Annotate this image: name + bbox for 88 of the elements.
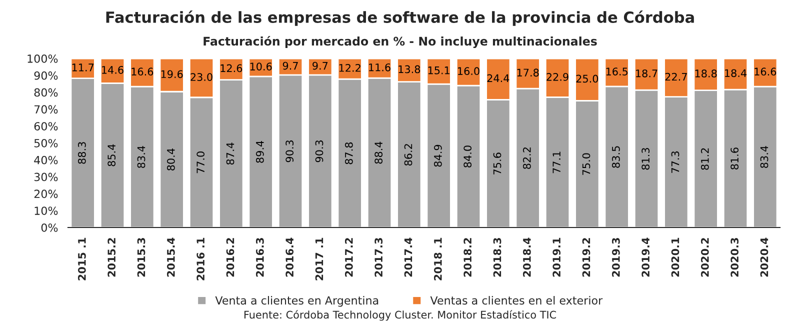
x-tick-label: 2017.3 — [374, 238, 383, 277]
data-label: 88.4 — [374, 142, 383, 164]
data-label: 16.0 — [458, 67, 480, 76]
x-tick-label: 2017.4 — [404, 238, 412, 277]
x-tick-label: 2020.2 — [700, 238, 709, 277]
data-label: 12.2 — [339, 64, 360, 72]
data-label: 89.4 — [256, 140, 264, 163]
data-label: 23.0 — [190, 73, 212, 81]
data-label: 11.6 — [369, 63, 390, 72]
data-label: 83.5 — [612, 146, 620, 168]
chart-title: Facturación de las empresas de software de la provincia de Córdoba — [106, 10, 694, 26]
x-tick-label: 2016 .1 — [196, 238, 205, 280]
x-tick-label: 2015.4 — [166, 238, 175, 277]
data-label: 84.0 — [464, 146, 472, 168]
data-label: 84.9 — [434, 144, 442, 167]
data-label: 15.1 — [428, 66, 450, 74]
data-label: 75.6 — [493, 152, 502, 174]
y-tick-label: 40% — [34, 156, 58, 164]
data-label: 24.4 — [487, 74, 510, 82]
x-tick-label: 2017 .1 — [315, 238, 324, 280]
x-tick-label: 2020.4 — [760, 238, 768, 277]
data-label: 9.7 — [282, 62, 298, 70]
y-tick-label: 50% — [34, 138, 58, 148]
data-label: 82.2 — [522, 147, 531, 169]
x-tick-label: 2020.3 — [730, 238, 739, 277]
data-label: 16.5 — [606, 68, 628, 76]
data-label: 83.4 — [137, 146, 146, 168]
chart-subtitle: Facturación por mercado en % - No incluye multinacionales — [204, 36, 597, 48]
legend-label: Venta a clientes en Argentina — [215, 296, 378, 307]
x-tick-label: 2018.3 — [493, 238, 502, 277]
y-tick-label: 90% — [34, 71, 58, 80]
y-tick-label: 100% — [28, 54, 58, 63]
data-label: 75.0 — [582, 153, 590, 175]
data-label: 77.0 — [196, 152, 205, 174]
y-tick-label: 60% — [34, 122, 58, 130]
x-tick-label: 2016.3 — [256, 238, 264, 277]
data-label: 86.2 — [404, 144, 412, 166]
data-label: 77.1 — [552, 152, 560, 174]
data-label: 25.0 — [576, 74, 598, 83]
data-label: 22.7 — [665, 72, 687, 81]
data-label: 80.4 — [166, 148, 175, 170]
data-label: 81.3 — [642, 148, 650, 170]
source-note: Fuente: Córdoba Technology Cluster. Monitor Estadístico TIC — [244, 310, 556, 321]
y-tick-label: 0% — [41, 223, 58, 232]
y-tick-label: 80% — [34, 88, 58, 97]
x-tick-label: 2018 .1 — [434, 238, 442, 280]
data-label: 81.6 — [730, 148, 739, 170]
data-label: 90.3 — [286, 140, 294, 162]
y-tick-label: 30% — [34, 172, 58, 182]
data-label: 18.8 — [695, 70, 717, 78]
data-label: 88.3 — [78, 142, 86, 164]
data-label: 17.8 — [517, 68, 539, 77]
data-label: 18.7 — [636, 69, 658, 78]
data-label: 90.3 — [315, 140, 324, 162]
data-label: 11.7 — [72, 64, 94, 72]
legend-label: Ventas a clientes en el exterior — [430, 296, 603, 305]
x-tick-label: 2017.2 — [344, 238, 353, 277]
data-label: 13.8 — [398, 65, 420, 74]
data-label: 19.6 — [161, 70, 183, 78]
data-label: 9.7 — [312, 62, 328, 70]
data-label: 10.6 — [250, 62, 272, 70]
data-label: 14.6 — [102, 66, 124, 74]
data-label: 85.4 — [108, 144, 116, 166]
x-tick-label: 2015 .1 — [78, 238, 86, 280]
data-label: 16.6 — [754, 68, 776, 76]
x-tick-label: 2015.3 — [137, 238, 146, 277]
x-tick-label: 2016.4 — [286, 238, 294, 277]
y-tick-label: 10% — [34, 206, 58, 215]
data-label: 12.6 — [220, 64, 242, 72]
data-label: 83.4 — [760, 146, 768, 168]
data-label: 87.4 — [226, 142, 234, 165]
y-tick-label: 20% — [34, 190, 58, 198]
x-tick-label: 2019.2 — [582, 238, 590, 277]
x-tick-label: 2020.1 — [671, 238, 680, 277]
y-tick-label: 70% — [34, 105, 58, 114]
data-label: 87.8 — [344, 142, 353, 164]
x-tick-label: 2015.2 — [108, 238, 116, 277]
x-tick-label: 2019.4 — [642, 238, 650, 277]
data-label: 18.4 — [725, 69, 747, 78]
x-tick-label: 2018.4 — [522, 238, 531, 277]
data-label: 77.3 — [671, 151, 680, 173]
x-tick-label: 2016.2 — [226, 238, 234, 277]
x-tick-label: 2018.2 — [464, 238, 472, 277]
data-label: 22.9 — [546, 72, 568, 81]
data-label: 81.2 — [700, 148, 709, 170]
x-tick-label: 2019.1 — [552, 238, 561, 277]
data-label: 16.6 — [132, 68, 154, 76]
x-tick-label: 2019.3 — [612, 238, 620, 277]
